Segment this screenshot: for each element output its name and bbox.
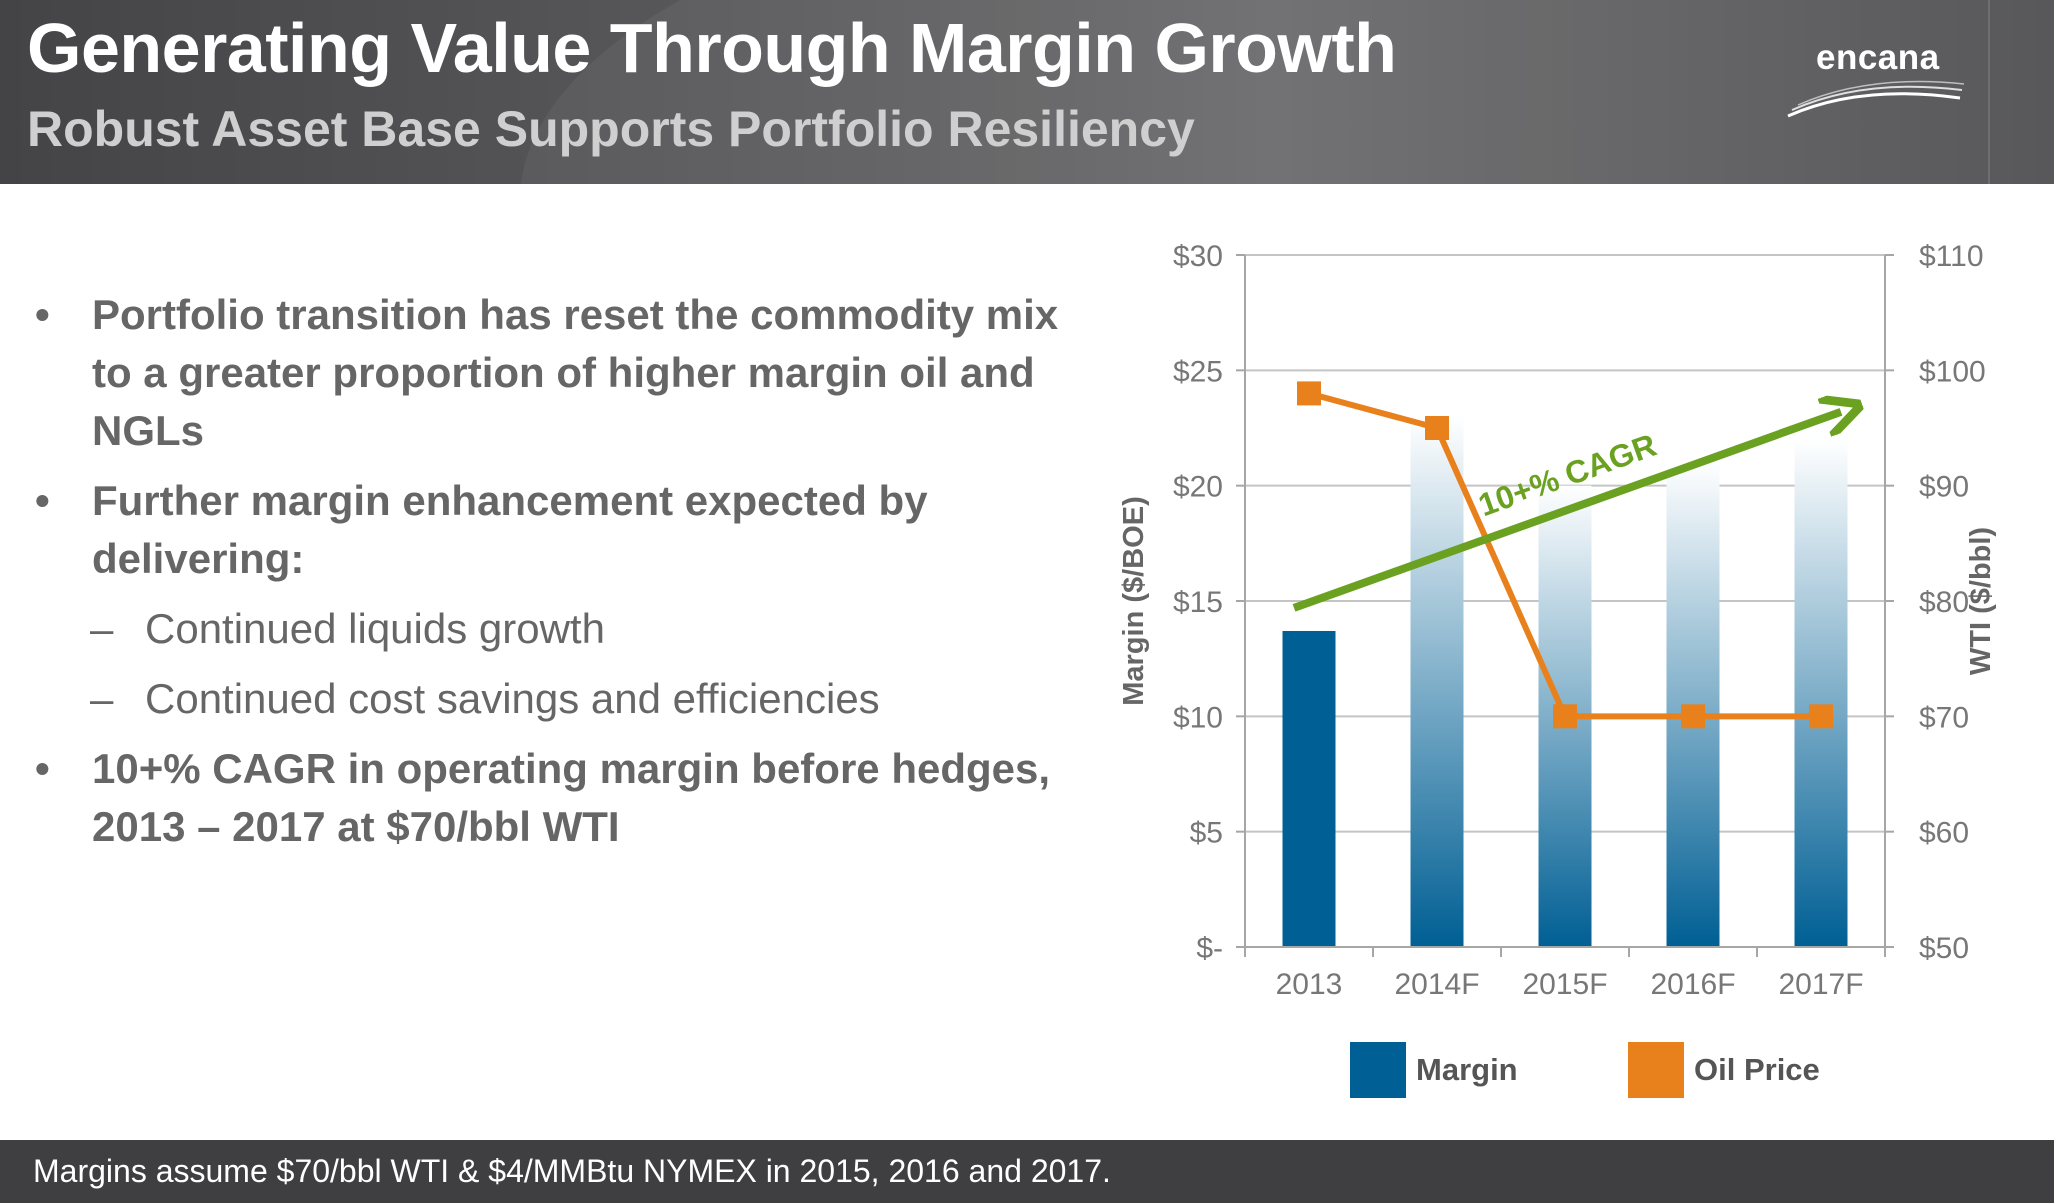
y2-tick-label: $90 — [1919, 471, 1969, 504]
bullet-text: Further margin enhancement expected by d… — [92, 477, 928, 582]
logo-swoosh-icon — [1787, 80, 1965, 118]
footer-bar: Margins assume $70/bbl WTI & $4/MMBtu NY… — [0, 1140, 2054, 1203]
oil-price-marker — [1297, 381, 1321, 406]
y2-tick-label: $70 — [1919, 701, 1969, 734]
margin-bar — [1410, 416, 1464, 947]
margin-bars — [1282, 416, 1848, 947]
y-tick-label: $10 — [1173, 701, 1223, 734]
oil-price-marker — [1809, 704, 1833, 729]
y-tick-label: $- — [1196, 932, 1223, 965]
y2-tick-label: $60 — [1919, 817, 1969, 850]
logo-wordmark: encana — [1816, 38, 1940, 77]
y-tick-label: $25 — [1173, 355, 1223, 388]
sub-bullet-item: – Continued liquids growth — [32, 600, 1072, 658]
x-tick-label: 2016F — [1650, 968, 1735, 1001]
sub-bullet-marker: – — [90, 605, 114, 652]
y-tick-label: $5 — [1190, 817, 1223, 850]
page-title: Generating Value Through Margin Growth — [27, 9, 1397, 87]
encana-logo: encana — [1780, 38, 1980, 118]
axis-ticks: $- $5 $10 $15 $20 $25 $30 $50 $60 $70 $80 $90 $100 $1… — [1173, 240, 1986, 1001]
bullet-marker: • — [35, 291, 50, 338]
footer-note: Margins assume $70/bbl WTI & $4/MMBtu NY… — [33, 1153, 1111, 1189]
x-tick-label: 2017F — [1778, 968, 1863, 1001]
header-divider — [1988, 0, 1990, 184]
legend-margin-label: Margin — [1416, 1052, 1518, 1087]
y-tick-label: $30 — [1173, 240, 1223, 273]
y-tick-label: $20 — [1173, 471, 1223, 504]
legend-oil-price-swatch — [1628, 1042, 1684, 1098]
y2-tick-label: $50 — [1919, 932, 1969, 965]
bullet-text: 10+% CAGR in operating margin before hed… — [92, 745, 1051, 850]
bullet-marker: • — [35, 745, 50, 792]
y2-axis-label: WTI ($/bbl) — [1965, 527, 1997, 675]
bullet-item: • 10+% CAGR in operating margin before h… — [32, 740, 1072, 856]
bullet-list: • Portfolio transition has reset the com… — [32, 286, 1072, 868]
y-axis-label: Margin ($/BOE) — [1118, 496, 1150, 705]
y2-tick-label: $110 — [1919, 240, 1984, 273]
oil-price-marker — [1425, 416, 1449, 440]
page-subtitle: Robust Asset Base Supports Portfolio Res… — [27, 101, 1195, 157]
sub-bullet-text: Continued liquids growth — [145, 605, 605, 652]
oil-price-marker — [1681, 704, 1705, 729]
oil-price-series — [1297, 381, 1833, 729]
margin-chart: $- $5 $10 $15 $20 $25 $30 $50 $60 $70 $80 $90 $100 $1… — [1118, 240, 1997, 1098]
chart-legend: Margin Oil Price — [1350, 1042, 1820, 1098]
legend-margin-swatch — [1350, 1042, 1406, 1098]
y2-tick-label: $80 — [1919, 586, 1969, 619]
y-tick-label: $15 — [1173, 586, 1223, 619]
header-banner: Generating Value Through Margin Growth R… — [0, 0, 2054, 184]
x-tick-label: 2015F — [1522, 968, 1607, 1001]
y2-tick-label: $100 — [1919, 355, 1986, 388]
header-decoration — [520, 0, 2054, 184]
sub-bullet-marker: – — [90, 675, 114, 722]
sub-bullet-item: – Continued cost savings and efficiencie… — [32, 670, 1072, 728]
bullet-text: Portfolio transition has reset the commo… — [92, 291, 1059, 454]
cagr-arrow — [1292, 412, 1841, 612]
margin-bar — [1794, 439, 1848, 947]
bullet-marker: • — [35, 477, 50, 524]
bullet-item: • Further margin enhancement expected by… — [32, 472, 1072, 588]
x-tick-label: 2013 — [1276, 968, 1343, 1001]
bullet-item: • Portfolio transition has reset the com… — [32, 286, 1072, 460]
margin-bar — [1282, 630, 1336, 947]
x-tick-label: 2014F — [1394, 968, 1479, 1001]
legend-oil-price-label: Oil Price — [1694, 1052, 1820, 1087]
oil-price-marker — [1553, 704, 1577, 729]
sub-bullet-text: Continued cost savings and efficiencies — [145, 675, 880, 722]
